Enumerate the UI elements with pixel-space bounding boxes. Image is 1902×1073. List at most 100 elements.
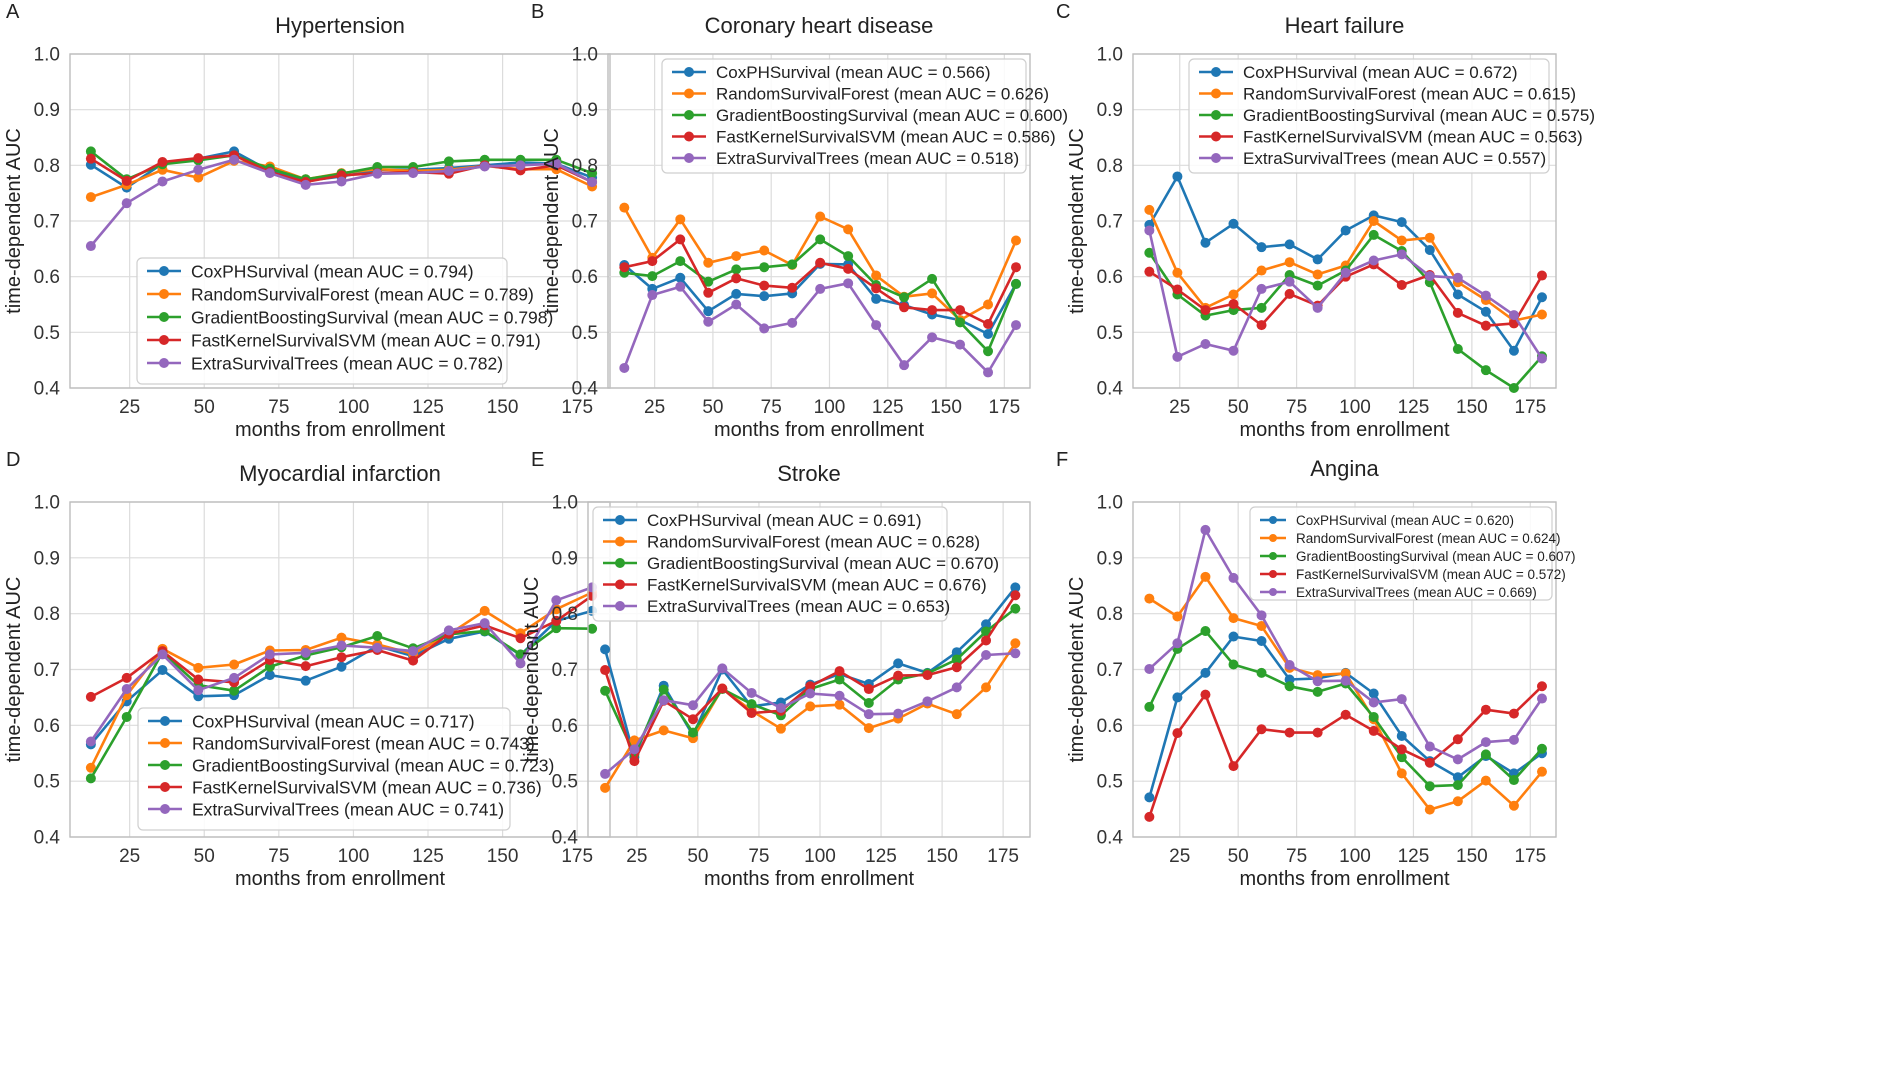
- legend-entry: CoxPHSurvival (mean AUC = 0.620): [1296, 513, 1514, 528]
- data-point: [193, 674, 204, 685]
- data-point: [1480, 775, 1491, 786]
- y-tick-label: 0.9: [552, 548, 578, 569]
- data-point: [893, 708, 904, 719]
- y-axis-label: time-dependent AUC: [3, 128, 25, 314]
- data-point: [85, 762, 96, 773]
- data-point: [600, 782, 611, 793]
- data-point: [834, 666, 845, 677]
- data-point: [157, 176, 168, 187]
- data-point: [85, 691, 96, 702]
- x-tick-label: 125: [865, 846, 897, 867]
- legend-swatch-marker: [684, 88, 694, 99]
- y-axis-label: time-dependent AUC: [521, 577, 543, 763]
- data-point: [805, 681, 816, 692]
- data-point: [1452, 289, 1463, 300]
- data-point: [629, 756, 640, 767]
- data-point: [1010, 590, 1021, 601]
- panel-letter: D: [6, 449, 20, 471]
- legend: CoxPHSurvival (mean AUC = 0.691) RandomSu…: [592, 506, 999, 622]
- y-tick-label: 0.4: [572, 379, 599, 400]
- data-point: [1424, 244, 1435, 255]
- data-point: [1256, 265, 1267, 276]
- data-point: [1144, 204, 1155, 215]
- series-5: [619, 278, 1022, 378]
- data-point: [927, 273, 938, 284]
- panel-letter: A: [6, 1, 20, 23]
- data-point: [619, 262, 630, 273]
- x-tick-label: 25: [626, 846, 647, 867]
- data-point: [600, 665, 611, 676]
- data-point: [675, 272, 686, 283]
- data-point: [787, 317, 798, 328]
- x-tick-label: 125: [412, 397, 444, 418]
- y-tick-label: 0.6: [1097, 716, 1123, 737]
- data-point: [1508, 775, 1519, 786]
- legend-entry: CoxPHSurvival (mean AUC = 0.672): [1243, 63, 1517, 82]
- data-point: [731, 299, 742, 310]
- y-tick-label: 0.8: [34, 604, 60, 625]
- data-point: [675, 234, 686, 245]
- legend-swatch-marker: [615, 579, 625, 590]
- legend-entry: ExtraSurvivalTrees (mean AUC = 0.653): [647, 597, 950, 616]
- data-point: [1536, 743, 1547, 754]
- data-point: [1368, 688, 1379, 699]
- data-point: [1536, 766, 1547, 777]
- data-point: [703, 306, 714, 317]
- y-tick-label: 0.9: [1097, 548, 1123, 569]
- series-3: [619, 234, 1022, 357]
- legend-entry: GradientBoostingSurvival (mean AUC = 0.7…: [192, 755, 554, 775]
- series-1: [1144, 171, 1547, 356]
- data-point: [1508, 708, 1519, 719]
- y-tick-label: 1.0: [572, 45, 598, 66]
- data-point: [1424, 741, 1435, 752]
- data-point: [1256, 724, 1267, 735]
- data-point: [1010, 582, 1021, 593]
- legend: CoxPHSurvival (mean AUC = 0.794) RandomSu…: [136, 257, 553, 385]
- legend-entry: GradientBoostingSurvival (mean AUC = 0.6…: [716, 106, 1068, 125]
- data-point: [479, 618, 490, 629]
- data-point: [229, 685, 240, 696]
- x-tick-label: 50: [194, 397, 215, 418]
- data-point: [587, 168, 598, 179]
- data-point: [717, 663, 728, 674]
- legend-entry: RandomSurvivalForest (mean AUC = 0.626): [716, 85, 1049, 104]
- data-point: [629, 744, 640, 755]
- data-point: [647, 271, 658, 282]
- x-tick-label: 75: [761, 397, 782, 418]
- data-point: [731, 288, 742, 299]
- legend-swatch-marker: [1211, 131, 1221, 142]
- data-point: [1228, 761, 1239, 772]
- data-point: [1256, 242, 1267, 253]
- data-point: [1144, 792, 1155, 803]
- data-point: [1480, 749, 1491, 760]
- data-point: [157, 665, 168, 676]
- data-point: [300, 675, 311, 686]
- data-point: [1284, 239, 1295, 250]
- panel-letter: F: [1056, 449, 1068, 471]
- data-point: [121, 672, 132, 683]
- data-point: [1480, 737, 1491, 748]
- x-tick-label: 25: [1169, 846, 1190, 867]
- data-point: [1228, 572, 1239, 583]
- data-point: [193, 153, 204, 164]
- x-tick-label: 75: [1286, 846, 1307, 867]
- x-tick-label: 75: [1286, 397, 1307, 418]
- x-tick-label: 100: [804, 846, 836, 867]
- data-point: [1172, 351, 1183, 362]
- data-point: [551, 623, 562, 634]
- data-point: [922, 670, 933, 681]
- data-point: [372, 642, 383, 653]
- data-point: [759, 280, 770, 291]
- plot-area: [607, 53, 1031, 389]
- legend-swatch-marker: [684, 67, 694, 77]
- data-point: [264, 168, 275, 179]
- legend-swatch-marker: [160, 738, 170, 748]
- legend: CoxPHSurvival (mean AUC = 0.620) RandomSu…: [1249, 506, 1576, 601]
- data-point: [1172, 284, 1183, 295]
- data-point: [1480, 306, 1491, 317]
- data-point: [805, 688, 816, 699]
- data-point: [1256, 667, 1267, 678]
- legend-swatch-marker: [160, 760, 170, 770]
- data-point: [927, 332, 938, 343]
